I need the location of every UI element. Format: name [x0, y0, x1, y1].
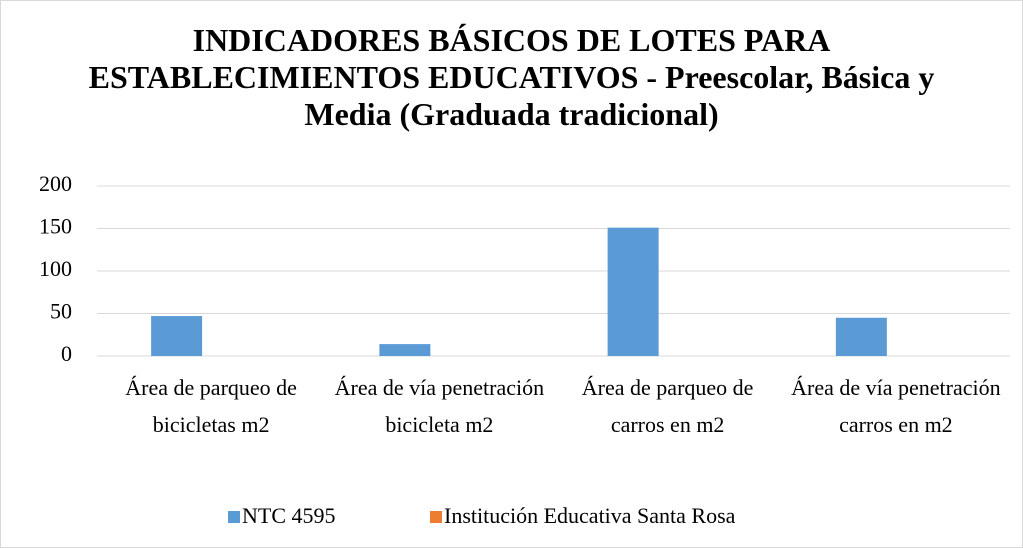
x-tick-label: Área de parqueo de carros en m2: [581, 375, 754, 437]
legend-swatch: [430, 511, 442, 523]
y-tick-label: 50: [50, 299, 72, 324]
y-tick-label: 100: [39, 256, 72, 281]
y-tick-label: 200: [39, 171, 72, 196]
bar: [835, 317, 887, 356]
legend-label: Institución Educativa Santa Rosa: [444, 503, 736, 528]
y-tick-label: 0: [61, 341, 72, 366]
legend-label: NTC 4595: [242, 503, 336, 528]
x-tick-label: Área de vía penetración carros en m2: [791, 375, 1001, 437]
legend-swatch: [228, 511, 240, 523]
bar: [379, 344, 431, 356]
y-tick-label: 150: [39, 214, 72, 239]
x-tick-label: Área de parqueo de bicicletas m2: [125, 375, 297, 437]
bar: [151, 316, 203, 356]
x-tick-label: Área de vía penetración bicicleta m2: [334, 375, 545, 437]
chart-title: INDICADORES BÁSICOS DE LOTES PARA ESTABL…: [88, 22, 935, 132]
bar: [607, 227, 659, 356]
